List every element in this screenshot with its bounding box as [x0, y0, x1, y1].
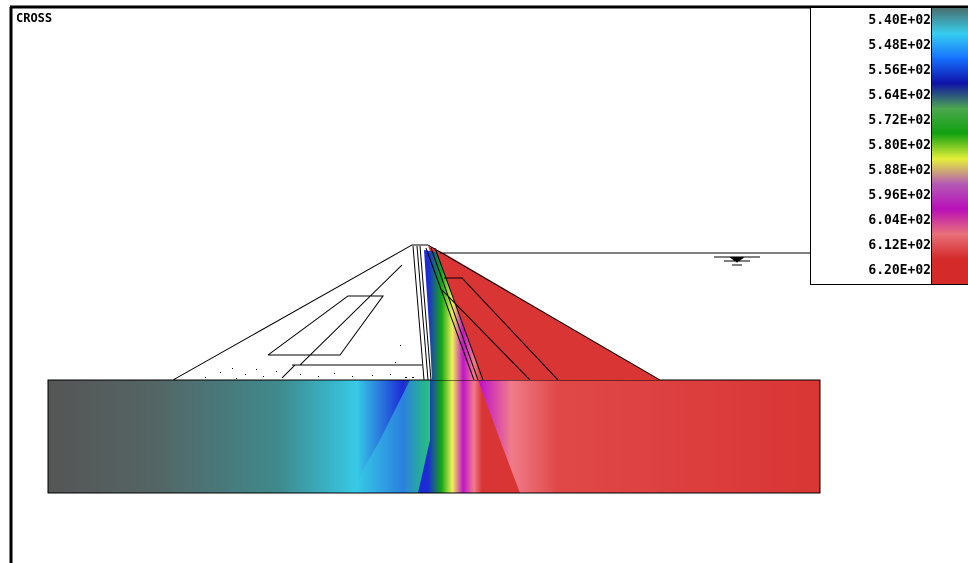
legend-label: 6.04E+02 [868, 213, 931, 229]
color-legend: 5.40E+02 5.48E+02 5.56E+02 5.64E+02 5.72E+02… [810, 7, 968, 285]
legend-swatch [932, 58, 968, 84]
legend-color-bar [931, 8, 968, 285]
drainage-dots [205, 345, 414, 379]
foundation-core-band [418, 380, 520, 493]
legend-label: 5.72E+02 [868, 112, 931, 128]
legend-swatch [932, 108, 968, 134]
legend-swatch [932, 33, 968, 59]
dam-outline [172, 244, 810, 381]
view-title: CROSS [16, 11, 53, 25]
legend-swatch [932, 183, 968, 210]
legend-label: 5.88E+02 [868, 163, 931, 179]
legend-label: 5.56E+02 [868, 62, 931, 78]
legend-label: 5.80E+02 [868, 138, 931, 153]
legend-label: 5.64E+02 [868, 87, 931, 103]
legend-swatch [932, 133, 968, 160]
legend-swatch [932, 208, 968, 235]
legend-label: 6.12E+02 [868, 238, 931, 254]
legend-swatch [932, 83, 968, 109]
legend-label: 5.40E+02 [868, 12, 931, 28]
legend-label: 5.48E+02 [868, 37, 931, 53]
legend-label: 6.20E+02 [868, 263, 931, 279]
legend-label: 5.96E+02 [868, 188, 931, 204]
legend-swatch [932, 258, 968, 285]
legend-swatch [932, 8, 968, 34]
foundation-seepage-band [350, 380, 436, 493]
legend-swatch [932, 158, 968, 185]
water-level-symbol [714, 256, 760, 266]
legend-swatch [932, 233, 968, 260]
